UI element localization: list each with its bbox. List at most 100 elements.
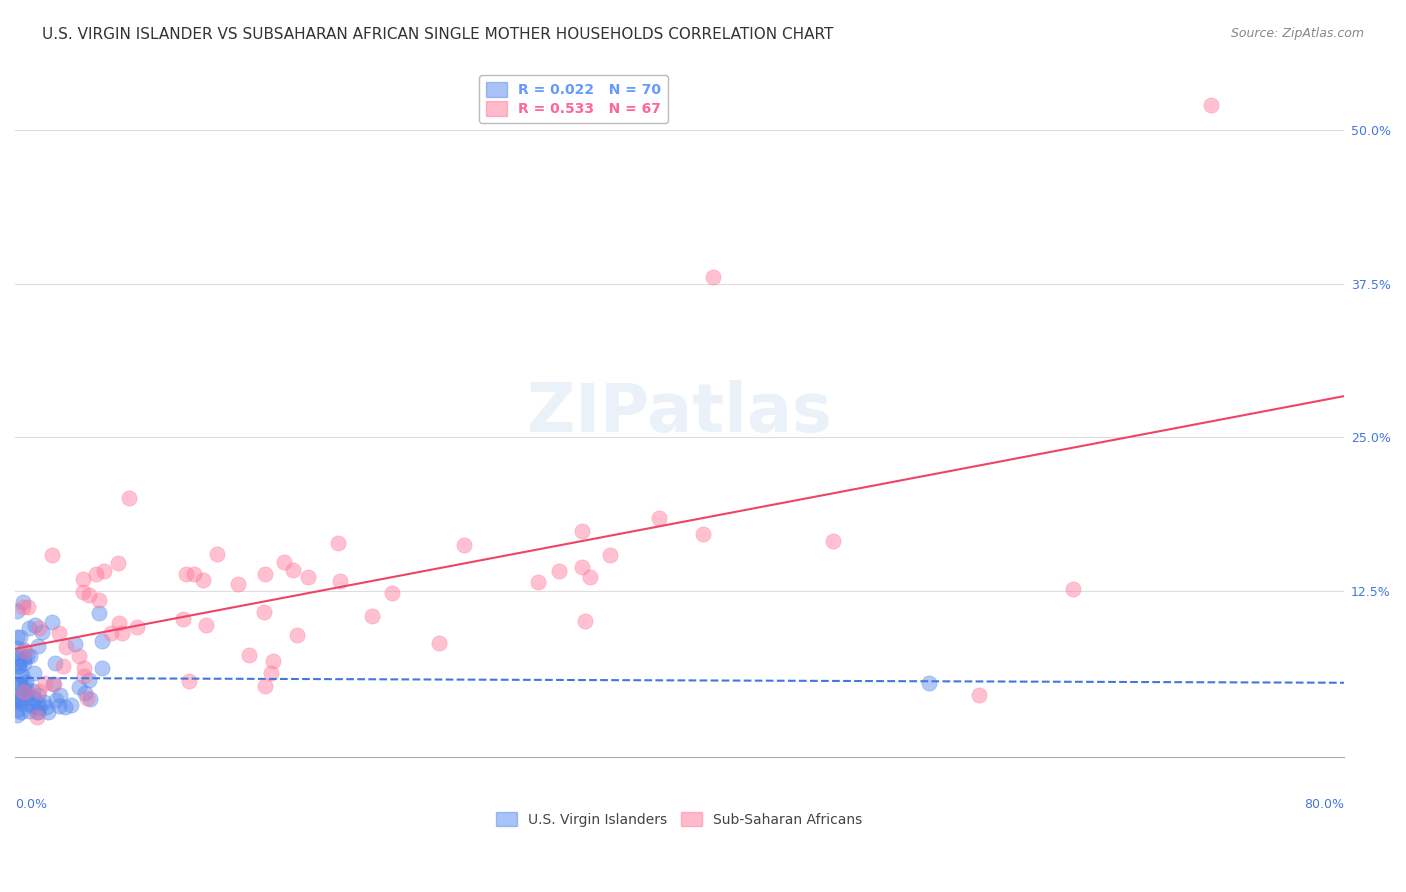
Point	[76, 690, 98, 705]
Point	[45, 692, 67, 706]
Point	[18, 648, 41, 663]
Point	[42, 677, 65, 691]
Point	[967, 689, 990, 703]
Point	[67, 680, 90, 694]
Text: ZIPatlas: ZIPatlas	[527, 380, 832, 446]
Point	[599, 548, 621, 562]
Point	[22, 698, 45, 713]
Point	[1062, 582, 1084, 596]
Point	[27, 705, 49, 719]
Point	[571, 559, 593, 574]
Point	[72, 572, 94, 586]
Point	[579, 570, 602, 584]
Point	[44, 657, 66, 671]
Point	[24, 690, 46, 705]
Point	[111, 626, 134, 640]
Point	[692, 527, 714, 541]
Point	[285, 628, 308, 642]
Point	[100, 625, 122, 640]
Point	[13, 595, 35, 609]
Point	[41, 615, 63, 630]
Point	[91, 661, 114, 675]
Point	[7, 694, 30, 708]
Point	[8, 659, 31, 673]
Point	[183, 566, 205, 581]
Point	[52, 658, 75, 673]
Point	[427, 636, 450, 650]
Point	[329, 574, 352, 589]
Point	[361, 608, 384, 623]
Point	[527, 574, 550, 589]
Point	[10, 705, 32, 719]
Point	[13, 643, 35, 657]
Point	[107, 557, 129, 571]
Point	[55, 640, 77, 654]
Point	[8, 668, 31, 682]
Point	[27, 683, 49, 698]
Point	[648, 511, 671, 525]
Point	[6, 690, 28, 705]
Point	[195, 618, 218, 632]
Point	[226, 576, 249, 591]
Point	[27, 640, 49, 654]
Point	[27, 705, 49, 719]
Point	[93, 564, 115, 578]
Text: U.S. VIRGIN ISLANDER VS SUBSAHARAN AFRICAN SINGLE MOTHER HOUSEHOLDS CORRELATION : U.S. VIRGIN ISLANDER VS SUBSAHARAN AFRIC…	[42, 27, 834, 42]
Point	[7, 658, 30, 673]
Point	[41, 548, 63, 562]
Point	[15, 674, 38, 689]
Point	[34, 700, 56, 714]
Point	[547, 564, 569, 578]
Point	[8, 677, 31, 691]
Point	[8, 657, 31, 671]
Point	[18, 704, 41, 718]
Point	[87, 606, 110, 620]
Point	[297, 570, 319, 584]
Point	[37, 705, 59, 719]
Point	[21, 699, 44, 714]
Point	[72, 585, 94, 599]
Point	[14, 644, 37, 658]
Point	[8, 693, 31, 707]
Point	[27, 689, 49, 703]
Point	[262, 654, 284, 668]
Point	[821, 533, 844, 548]
Point	[13, 682, 35, 697]
Point	[6, 649, 28, 664]
Point	[381, 586, 404, 600]
Point	[18, 621, 41, 635]
Point	[6, 603, 28, 617]
Point	[6, 640, 28, 655]
Point	[125, 620, 148, 634]
Point	[6, 652, 28, 666]
Legend: U.S. Virgin Islanders, Sub-Saharan Africans: U.S. Virgin Islanders, Sub-Saharan Afric…	[491, 806, 868, 832]
Point	[87, 593, 110, 607]
Point	[79, 588, 101, 602]
Point	[571, 524, 593, 538]
Point	[702, 270, 724, 285]
Point	[254, 679, 277, 693]
Point	[15, 648, 38, 663]
Point	[1199, 98, 1222, 112]
Point	[86, 567, 108, 582]
Point	[53, 700, 76, 714]
Point	[34, 675, 56, 690]
Text: Source: ZipAtlas.com: Source: ZipAtlas.com	[1230, 27, 1364, 40]
Point	[176, 567, 198, 582]
Point	[453, 538, 475, 552]
Point	[22, 666, 45, 681]
Point	[13, 686, 35, 700]
Point	[13, 651, 35, 665]
Point	[10, 630, 32, 644]
Point	[27, 696, 49, 710]
Point	[118, 491, 141, 506]
Point	[6, 707, 28, 722]
Text: 0.0%: 0.0%	[15, 798, 46, 811]
Point	[24, 618, 46, 632]
Point	[918, 676, 941, 690]
Point	[11, 698, 34, 712]
Point	[7, 679, 30, 693]
Point	[48, 698, 70, 713]
Point	[172, 612, 194, 626]
Point	[48, 626, 70, 640]
